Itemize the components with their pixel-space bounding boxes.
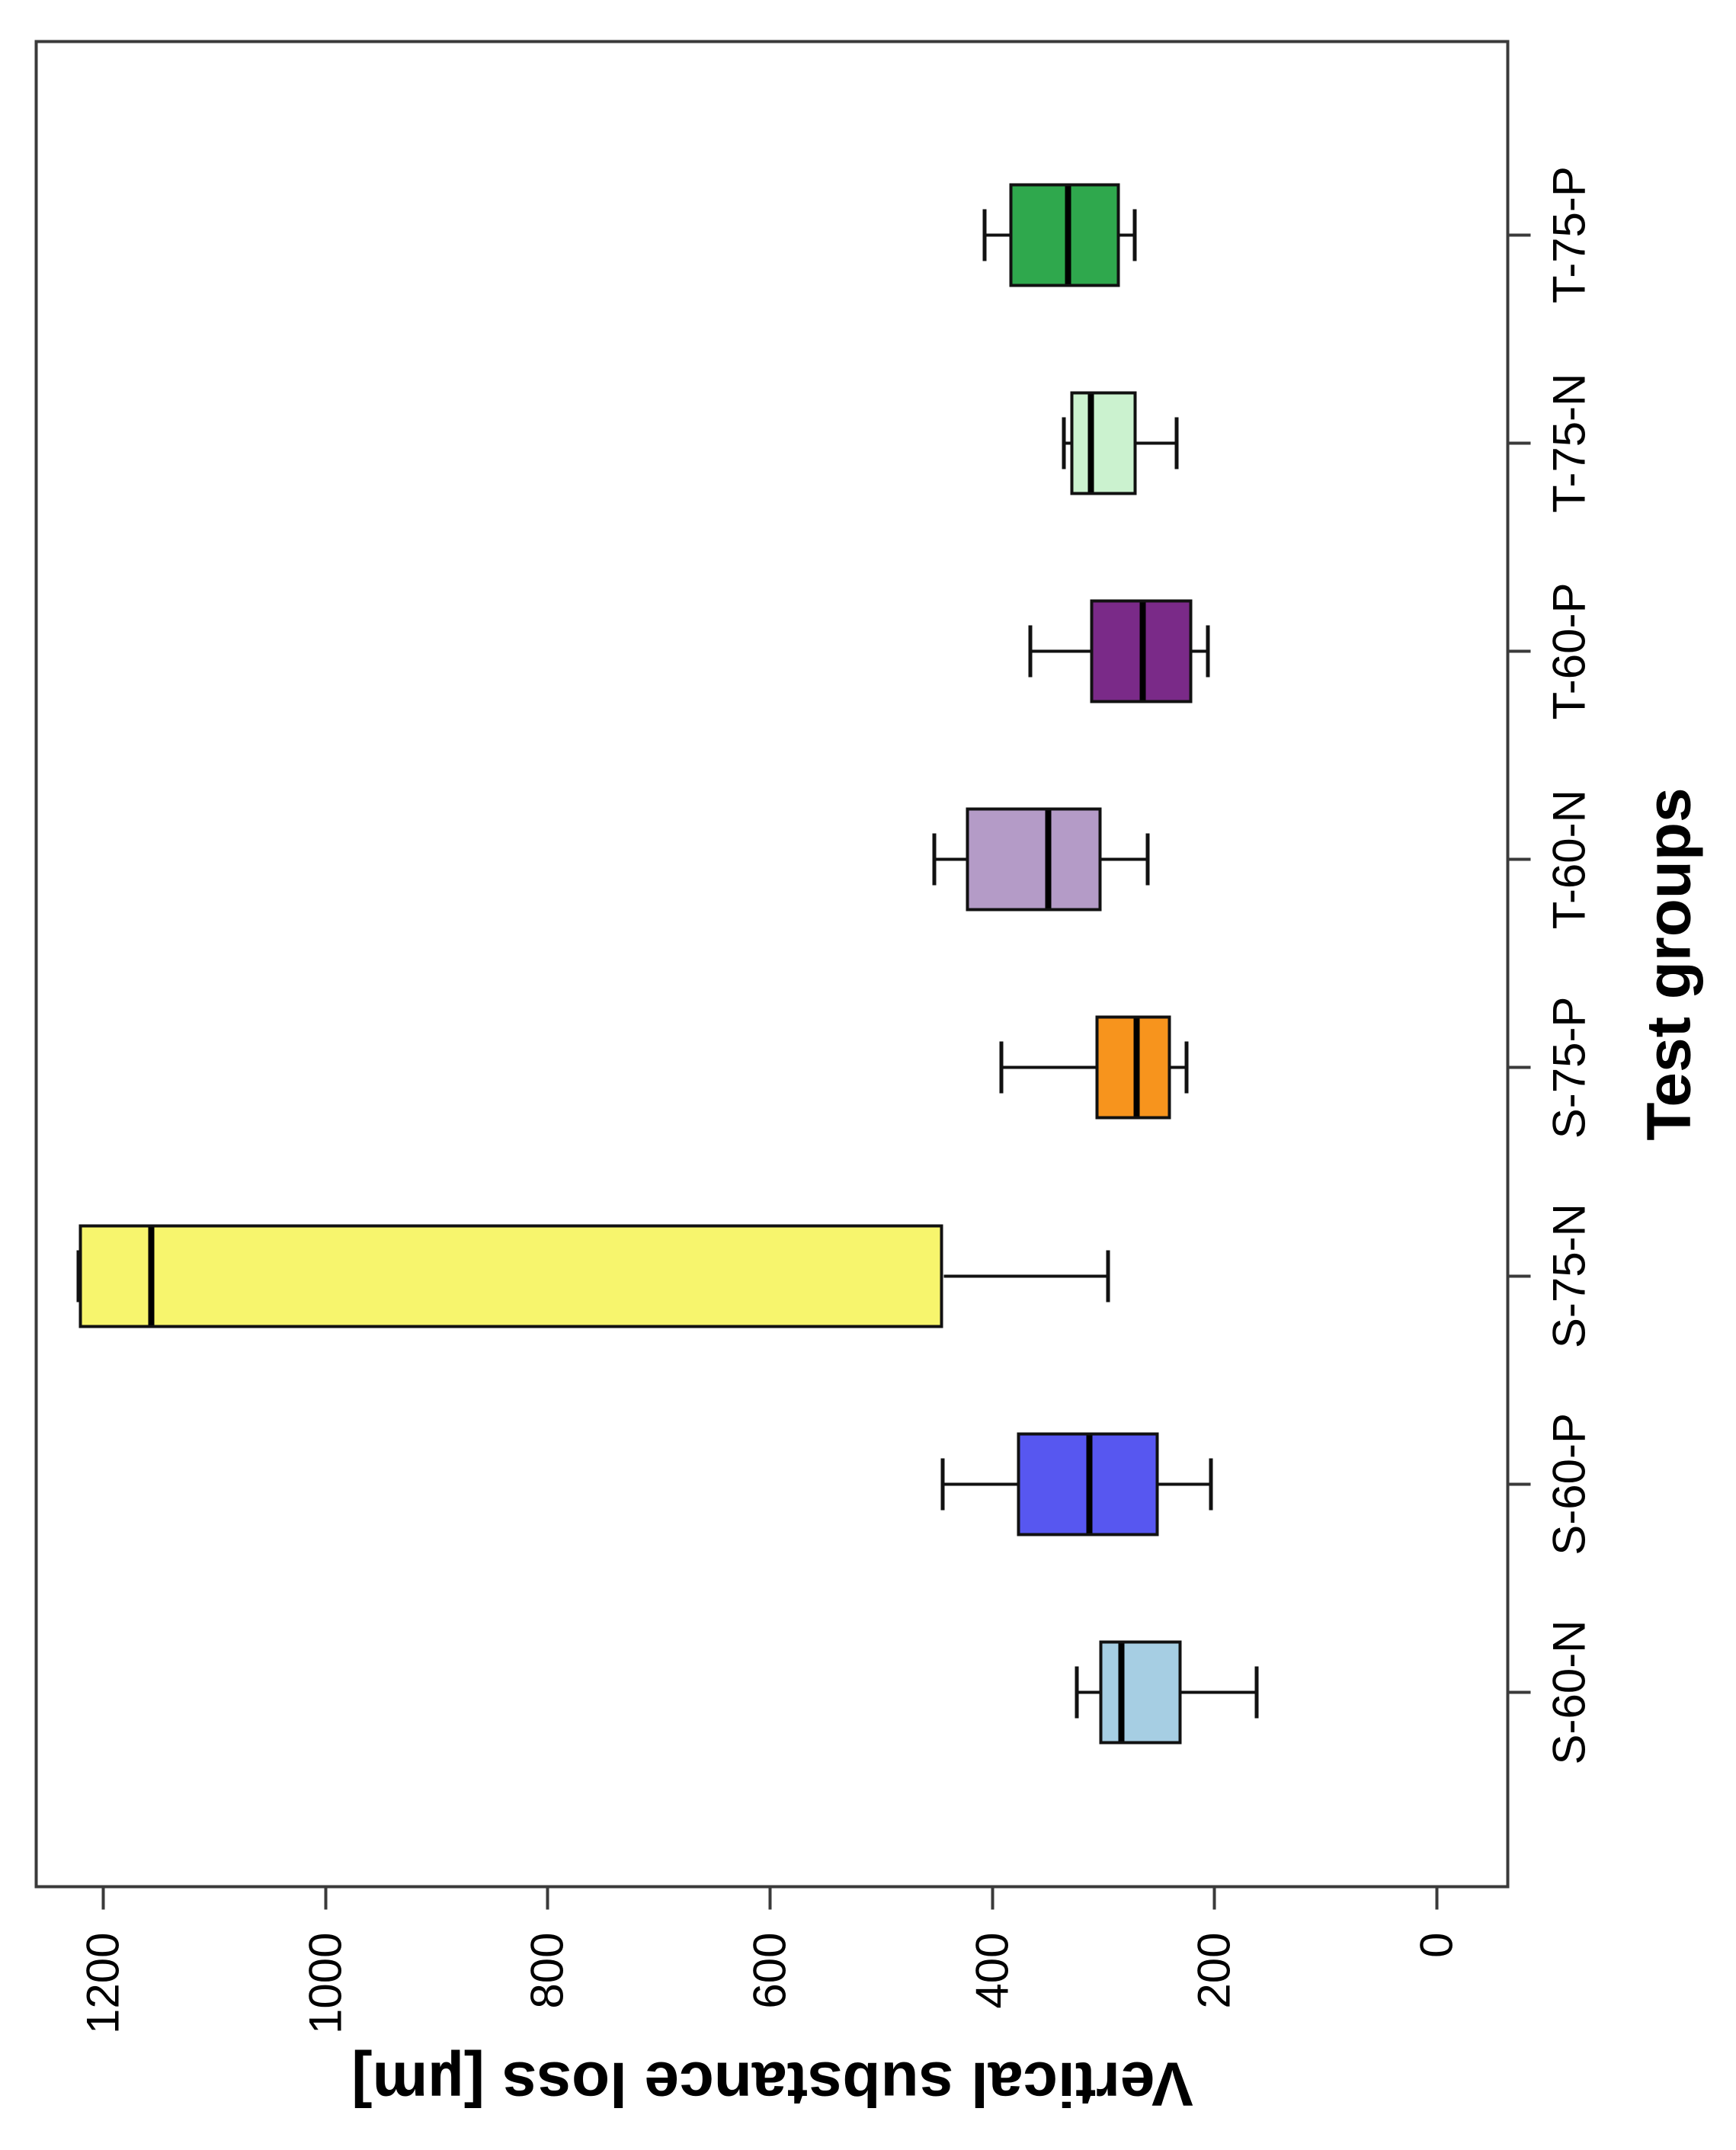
value-axis-tick xyxy=(1435,1888,1438,1909)
y-axis-title: Vertical substance loss [µm] xyxy=(351,2049,1193,2118)
lower-whisker-line xyxy=(1136,441,1177,444)
value-axis-tick xyxy=(546,1888,549,1909)
upper-whisker-cap xyxy=(1061,416,1065,469)
median-line-T-75-P xyxy=(1064,185,1071,284)
group-axis-tick xyxy=(1509,1274,1530,1277)
median-line-T-75-N xyxy=(1087,393,1094,492)
lower-whisker-cap xyxy=(1132,208,1136,261)
median-line-S-75-P xyxy=(1133,1018,1140,1117)
group-label-S-75-N: S-75-N xyxy=(1543,1203,1594,1348)
box-rect-T-75-N xyxy=(1069,390,1137,495)
value-tick-label: 1000 xyxy=(299,1932,351,2034)
median-line-T-60-N xyxy=(1044,810,1051,908)
upper-whisker-cap xyxy=(982,208,986,261)
group-label-S-60-P: S-60-P xyxy=(1543,1412,1594,1556)
value-tick-label: 200 xyxy=(1188,1932,1240,2009)
group-label-S-75-P: S-75-P xyxy=(1543,996,1594,1139)
median-line-S-75-N xyxy=(147,1226,154,1325)
upper-whisker-cap xyxy=(998,1041,1003,1094)
median-line-T-60-P xyxy=(1139,602,1145,700)
upper-whisker-line xyxy=(1030,649,1090,652)
upper-whisker-line xyxy=(1001,1065,1096,1069)
median-line-S-60-P xyxy=(1085,1434,1092,1533)
upper-whisker-cap xyxy=(932,833,937,886)
x-axis-title: Test groups xyxy=(1634,787,1703,1141)
upper-whisker-cap xyxy=(1075,1666,1078,1718)
lower-whisker-line xyxy=(1192,649,1208,652)
value-axis-tick xyxy=(323,1888,327,1909)
box-rect-T-60-N xyxy=(965,807,1101,912)
value-axis-tick xyxy=(1212,1888,1216,1909)
value-axis-tick xyxy=(990,1888,994,1909)
value-tick-label: 0 xyxy=(1411,1932,1462,1958)
lower-whisker-cap xyxy=(1145,833,1150,886)
box-rect-S-60-N xyxy=(1098,1640,1181,1744)
lower-whisker-cap xyxy=(1174,416,1179,469)
group-label-T-60-N: T-60-N xyxy=(1543,789,1594,929)
upper-whisker-line xyxy=(1076,1690,1099,1693)
group-axis-tick xyxy=(1509,232,1530,236)
upper-whisker-line xyxy=(942,1482,1017,1485)
group-axis-tick xyxy=(1509,649,1530,652)
lower-whisker-line xyxy=(943,1274,1108,1277)
median-line-S-60-N xyxy=(1117,1643,1124,1741)
lower-whisker-cap xyxy=(1209,1457,1213,1510)
upper-whisker-line xyxy=(934,857,966,861)
lower-whisker-cap xyxy=(1105,1249,1110,1302)
lower-whisker-cap xyxy=(1184,1041,1189,1094)
group-axis-tick xyxy=(1509,1690,1530,1693)
group-label-T-60-P: T-60-P xyxy=(1543,582,1594,720)
box-rect-S-75-N xyxy=(78,1223,943,1328)
lower-whisker-cap xyxy=(1206,625,1210,677)
lower-whisker-line xyxy=(1180,1690,1257,1693)
value-tick-label: 1200 xyxy=(77,1932,128,2034)
lower-whisker-line xyxy=(1171,1065,1187,1069)
plot-frame xyxy=(34,40,1509,1888)
upper-whisker-cap xyxy=(1027,625,1032,677)
group-label-T-75-N: T-75-N xyxy=(1543,373,1594,513)
group-label-T-75-P: T-75-P xyxy=(1543,165,1594,303)
group-axis-tick xyxy=(1509,1482,1530,1485)
lower-whisker-line xyxy=(1158,1482,1211,1485)
group-axis-tick xyxy=(1509,857,1530,861)
value-axis-tick xyxy=(768,1888,771,1909)
lower-whisker-line xyxy=(1100,857,1148,861)
lower-whisker-cap xyxy=(1254,1666,1259,1718)
upper-whisker-cap xyxy=(940,1457,944,1510)
value-axis-tick xyxy=(101,1888,104,1909)
group-axis-tick xyxy=(1509,1065,1530,1069)
upper-whisker-line xyxy=(984,232,1009,236)
group-axis-tick xyxy=(1509,441,1530,444)
group-label-S-60-N: S-60-N xyxy=(1543,1619,1594,1765)
